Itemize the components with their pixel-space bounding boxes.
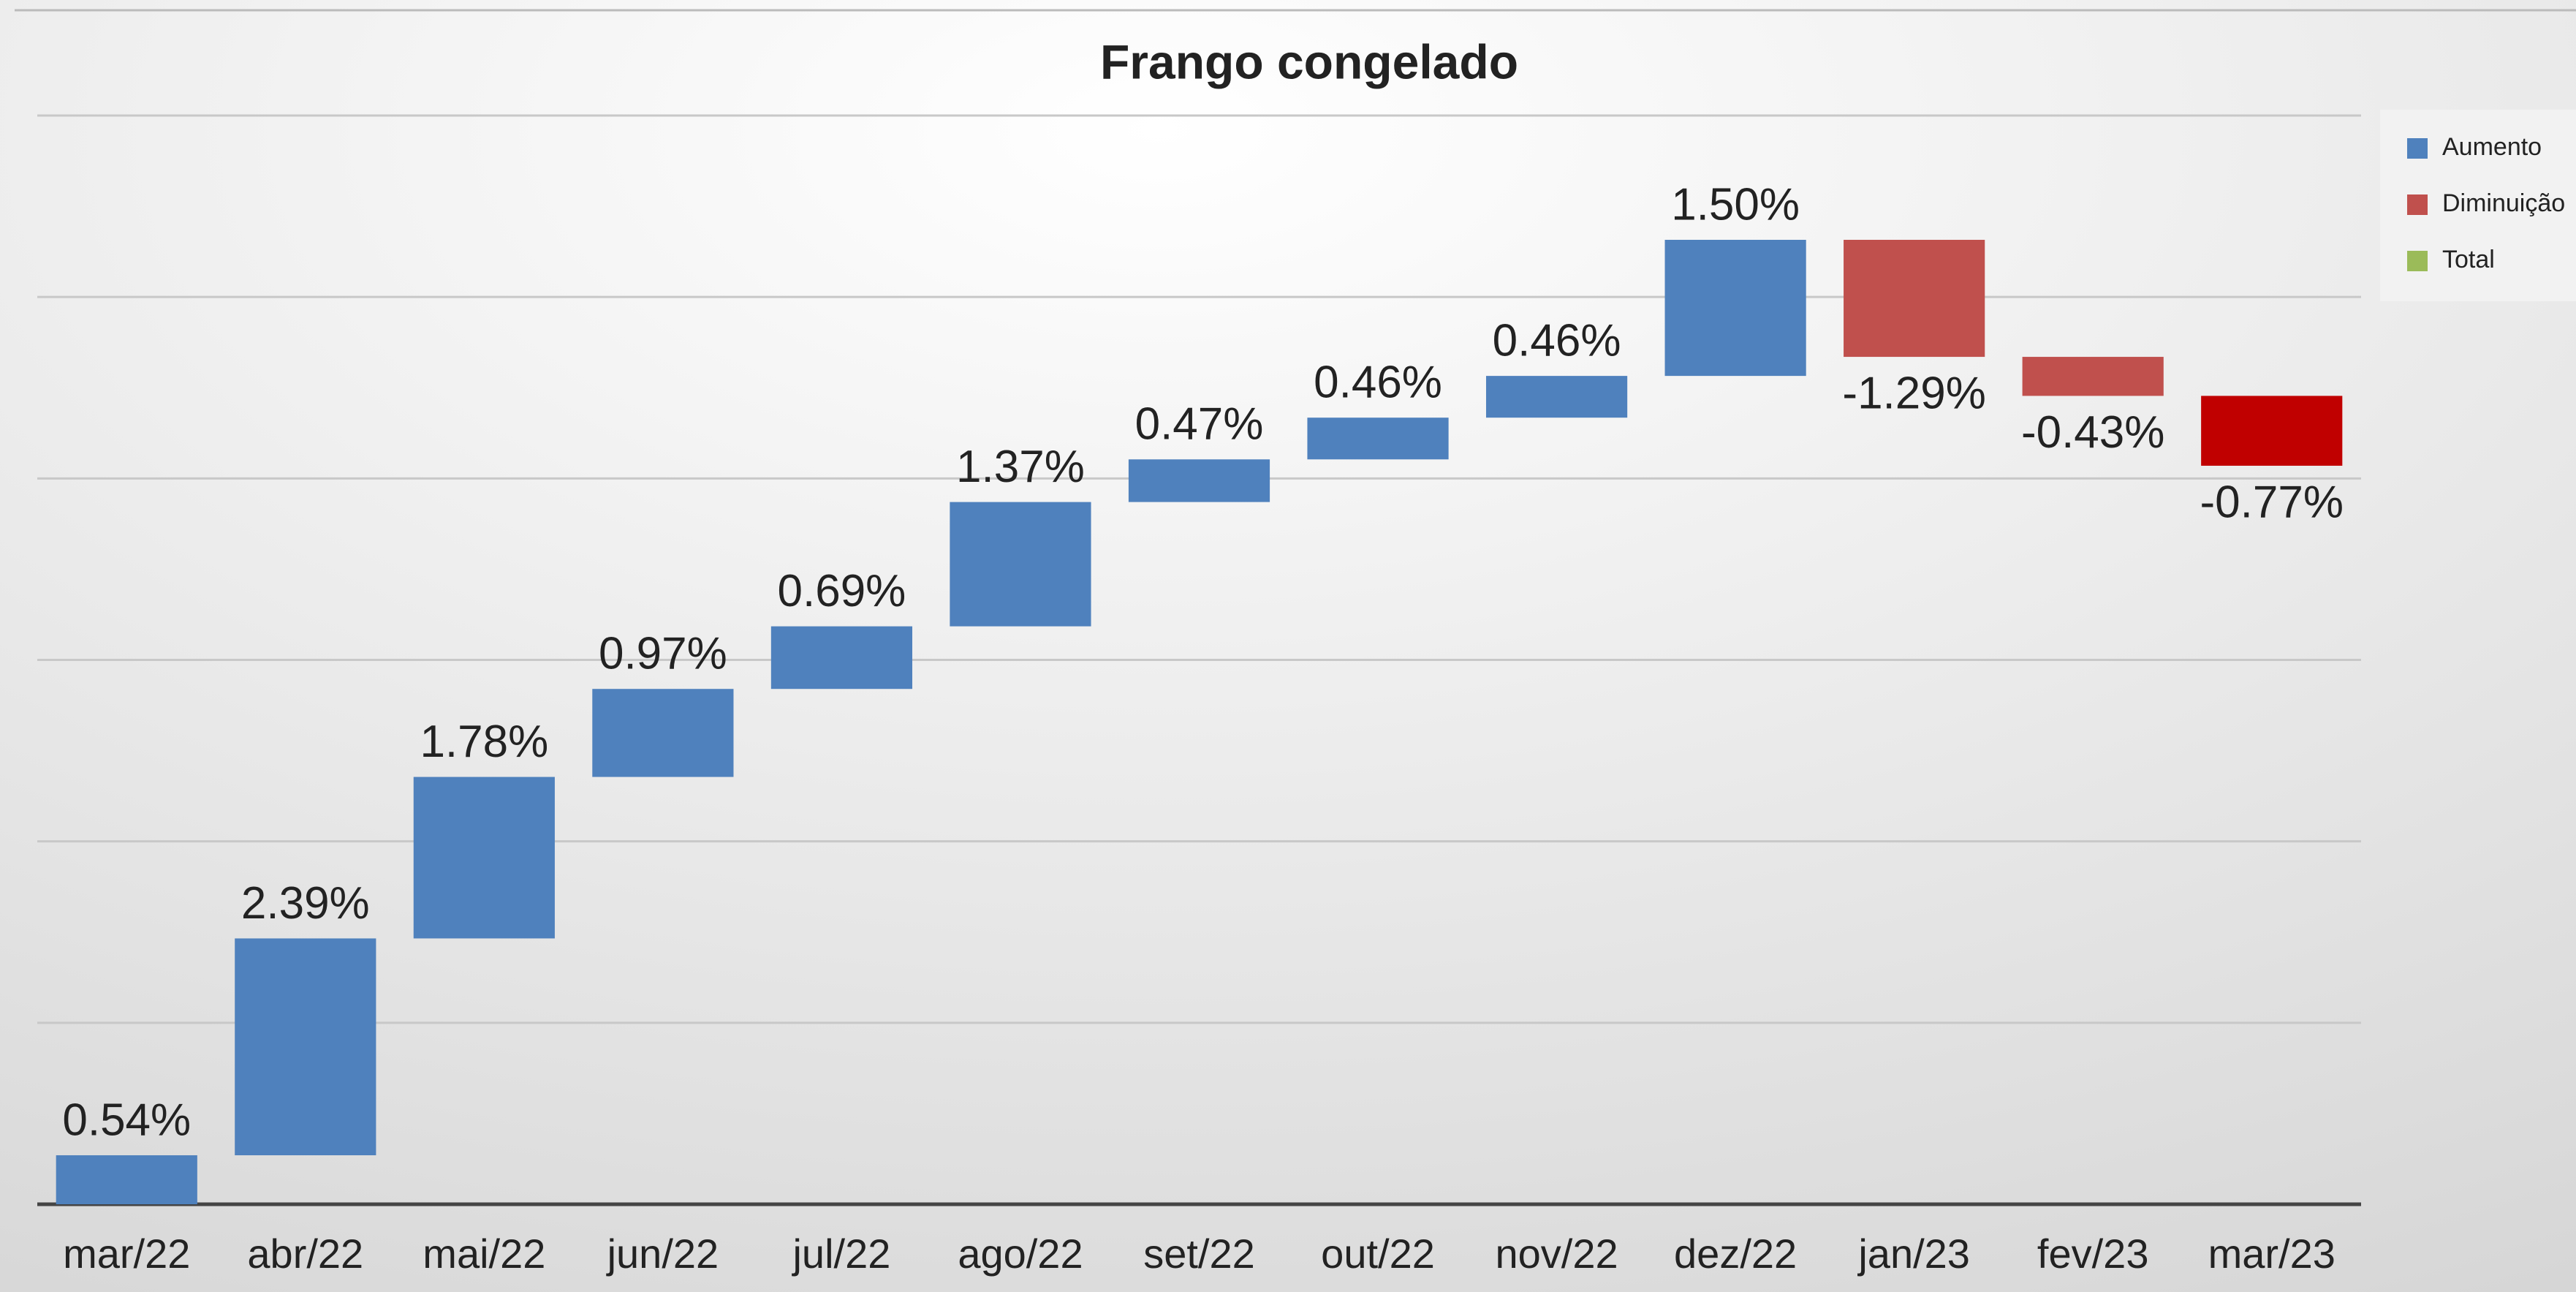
value-label: 0.46% [1493, 315, 1621, 366]
bar [1128, 459, 1270, 502]
bar [235, 938, 376, 1155]
bar [1307, 418, 1449, 460]
bar [1485, 376, 1628, 418]
x-tick-label: out/22 [1321, 1231, 1435, 1277]
x-tick-label: mai/22 [423, 1231, 545, 1277]
value-label: 2.39% [241, 878, 370, 929]
legend-swatch [2407, 251, 2428, 271]
legend-swatch [2407, 138, 2428, 159]
bar [2022, 357, 2164, 396]
value-label: 0.54% [62, 1095, 191, 1145]
value-label: -0.77% [2200, 477, 2344, 527]
x-tick-label: jan/23 [1857, 1231, 1970, 1277]
value-label: 1.78% [420, 717, 548, 767]
legend-label: Diminuição [2442, 189, 2565, 217]
value-label: 0.69% [778, 566, 906, 616]
bar [1844, 239, 1985, 358]
value-label: -0.43% [2021, 407, 2164, 458]
bar [770, 626, 913, 690]
legend-label: Aumento [2442, 133, 2542, 161]
value-label: 1.50% [1671, 179, 1800, 230]
x-tick-label: dez/22 [1674, 1231, 1797, 1277]
x-tick-label: ago/22 [958, 1231, 1083, 1277]
value-label: 0.46% [1314, 358, 1442, 408]
bar [592, 689, 734, 777]
value-label: 1.37% [956, 442, 1085, 492]
bar [2201, 396, 2343, 466]
chart-title: Frango congelado [1100, 34, 1518, 88]
bar [1664, 239, 1806, 377]
x-tick-label: set/22 [1143, 1231, 1255, 1277]
x-tick-label: nov/22 [1496, 1231, 1618, 1277]
x-tick-label: mar/23 [2208, 1231, 2336, 1277]
legend-label: Total [2442, 246, 2495, 273]
value-label: 0.97% [599, 629, 727, 679]
x-tick-label: fev/23 [2037, 1231, 2149, 1277]
value-label: -1.29% [1842, 368, 1985, 418]
x-tick-label: abr/22 [247, 1231, 363, 1277]
legend-swatch [2407, 194, 2428, 215]
value-label: 0.47% [1135, 399, 1264, 450]
x-tick-label: jul/22 [791, 1231, 890, 1277]
x-tick-label: mar/22 [63, 1231, 190, 1277]
bar [950, 502, 1091, 627]
x-tick-label: jun/22 [606, 1231, 719, 1277]
bar [413, 777, 555, 939]
bar [56, 1155, 197, 1204]
